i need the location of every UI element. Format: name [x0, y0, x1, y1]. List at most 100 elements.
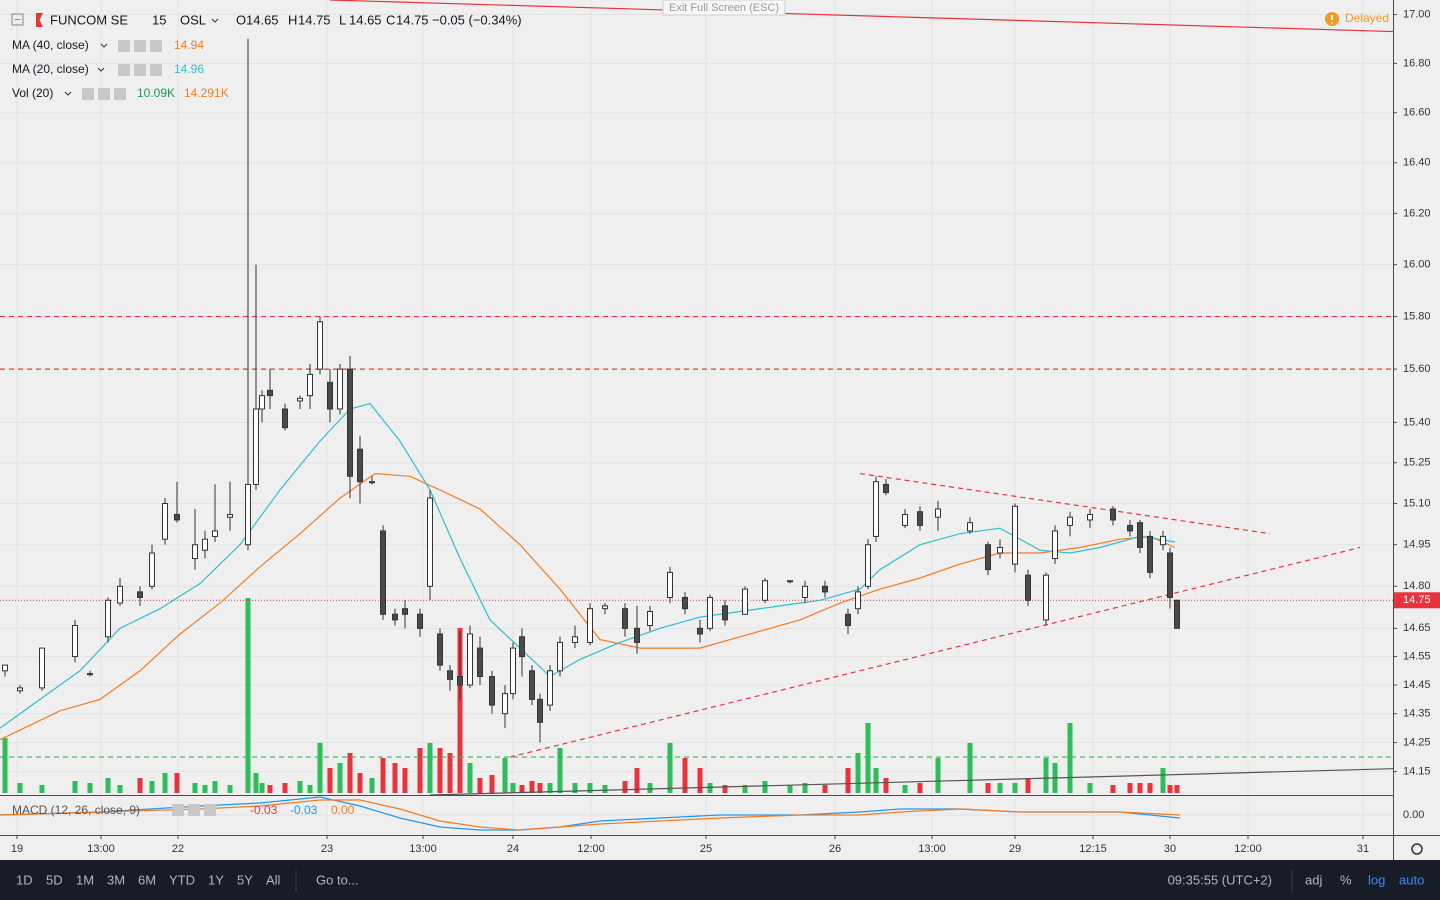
volume-bar	[519, 785, 525, 793]
volume-bar	[392, 763, 398, 793]
range-button[interactable]: 1M	[76, 872, 94, 887]
ma40-legend-value: 14.94	[174, 38, 204, 52]
candle-body	[202, 538, 208, 551]
candle-body	[647, 610, 653, 627]
range-button[interactable]: YTD	[169, 872, 195, 887]
icon-eye[interactable]	[172, 804, 184, 816]
candle-body	[1043, 574, 1049, 621]
volume-legend-name[interactable]: Vol (20)	[12, 86, 53, 100]
macd-legend-value: 0.00	[331, 803, 355, 817]
volume-bar	[873, 768, 879, 793]
candle-body	[502, 693, 508, 715]
volume-bar	[822, 785, 828, 793]
x-tick-label: 29	[1009, 843, 1021, 855]
volume-bar	[202, 785, 208, 793]
volume-bar	[297, 781, 303, 793]
icon-settings[interactable]	[134, 40, 146, 52]
volume-bar	[72, 781, 78, 793]
range-button[interactable]: 1Y	[208, 872, 224, 887]
icon-remove[interactable]	[150, 40, 162, 52]
x-tick-label: 30	[1164, 843, 1176, 855]
goto-button[interactable]: Go to...	[316, 872, 359, 887]
candle-body	[967, 522, 973, 532]
candle-body	[873, 481, 879, 537]
volume-bar	[787, 785, 793, 793]
icon-eye[interactable]	[82, 88, 94, 100]
ohlc-value: 14.65	[246, 12, 279, 27]
volume-bar	[447, 753, 453, 793]
trend-line	[859, 472, 1271, 535]
scale-option[interactable]: %	[1340, 872, 1352, 887]
candle-body	[337, 368, 343, 410]
collapse-icon[interactable]	[11, 13, 24, 26]
scale-option[interactable]: adj	[1305, 872, 1322, 887]
last-price-label: 14.75	[1403, 594, 1431, 606]
candle-body	[1147, 535, 1153, 573]
candle-body	[997, 546, 1003, 554]
range-button[interactable]: 3M	[107, 872, 125, 887]
candle-body	[417, 613, 423, 629]
ohlc-key: L	[339, 12, 346, 27]
interval[interactable]: 15	[152, 12, 166, 27]
scale-option[interactable]: auto	[1399, 872, 1424, 887]
macd-legend-values: -0.03 -0.03 0.00	[250, 803, 355, 817]
volume-bar	[457, 628, 463, 793]
range-button[interactable]: 5D	[46, 872, 63, 887]
y-tick-label: 14.35	[1403, 708, 1431, 720]
candle-body	[245, 483, 251, 546]
volume-bar	[1025, 778, 1031, 793]
scale-option[interactable]: log	[1368, 872, 1385, 887]
icon-settings[interactable]	[188, 804, 200, 816]
candle-body	[347, 368, 353, 477]
trend-line	[429, 768, 1394, 796]
icon-remove[interactable]	[204, 804, 216, 816]
ma40-legend-name[interactable]: MA (40, close)	[12, 38, 89, 52]
candle-body	[17, 687, 23, 692]
candle-body	[1025, 574, 1031, 601]
candle-body	[622, 608, 628, 629]
candle-body	[587, 608, 593, 643]
candle-body	[2, 664, 8, 672]
axis-settings-icon[interactable]	[1411, 843, 1423, 855]
candle-body	[935, 508, 941, 518]
volume-bar	[307, 785, 313, 793]
candle-body	[392, 613, 398, 621]
drawings-layer	[0, 0, 1394, 796]
candle-body	[865, 544, 871, 587]
macd-legend-name[interactable]: MACD (12, 26, close, 9)	[12, 803, 140, 817]
volume-bar	[2, 738, 8, 793]
candle-body	[267, 389, 273, 397]
x-tick-label: 12:00	[1234, 843, 1262, 855]
candle-body	[557, 641, 563, 672]
y-tick-label: 17.00	[1403, 8, 1431, 20]
candle-body	[174, 513, 180, 521]
chevron[interactable]	[211, 18, 219, 23]
range-button[interactable]: 5Y	[237, 872, 253, 887]
range-button[interactable]: 6M	[138, 872, 156, 887]
range-button[interactable]: 1D	[16, 872, 33, 887]
range-button[interactable]: All	[266, 872, 281, 887]
candle-body	[105, 599, 111, 638]
candles	[2, 38, 1180, 743]
icon-eye[interactable]	[118, 40, 130, 52]
delayed-status: Delayed	[1345, 11, 1389, 25]
icon-remove[interactable]	[114, 88, 126, 100]
icon-settings[interactable]	[98, 88, 110, 100]
volume-bar	[902, 785, 908, 793]
exit-fullscreen-box[interactable]	[662, 0, 786, 16]
volume-bar	[722, 785, 728, 793]
y-tick-label: 16.40	[1403, 157, 1431, 169]
icon-remove[interactable]	[150, 64, 162, 76]
candle-body	[602, 605, 608, 610]
y-tick-label: 14.25	[1403, 736, 1431, 748]
symbol-name[interactable]: FUNCOM SE	[50, 12, 128, 27]
ma20-legend-name[interactable]: MA (20, close)	[12, 62, 89, 76]
volume-bar	[87, 783, 93, 793]
candle-body	[489, 675, 495, 706]
icon-eye[interactable]	[118, 64, 130, 76]
volume-bar	[682, 758, 688, 793]
x-tick-label: 13:00	[87, 843, 115, 855]
volume-bar	[369, 778, 375, 793]
exit-fullscreen-hint[interactable]: Exit Full Screen (ESC)	[669, 2, 779, 14]
icon-settings[interactable]	[134, 64, 146, 76]
